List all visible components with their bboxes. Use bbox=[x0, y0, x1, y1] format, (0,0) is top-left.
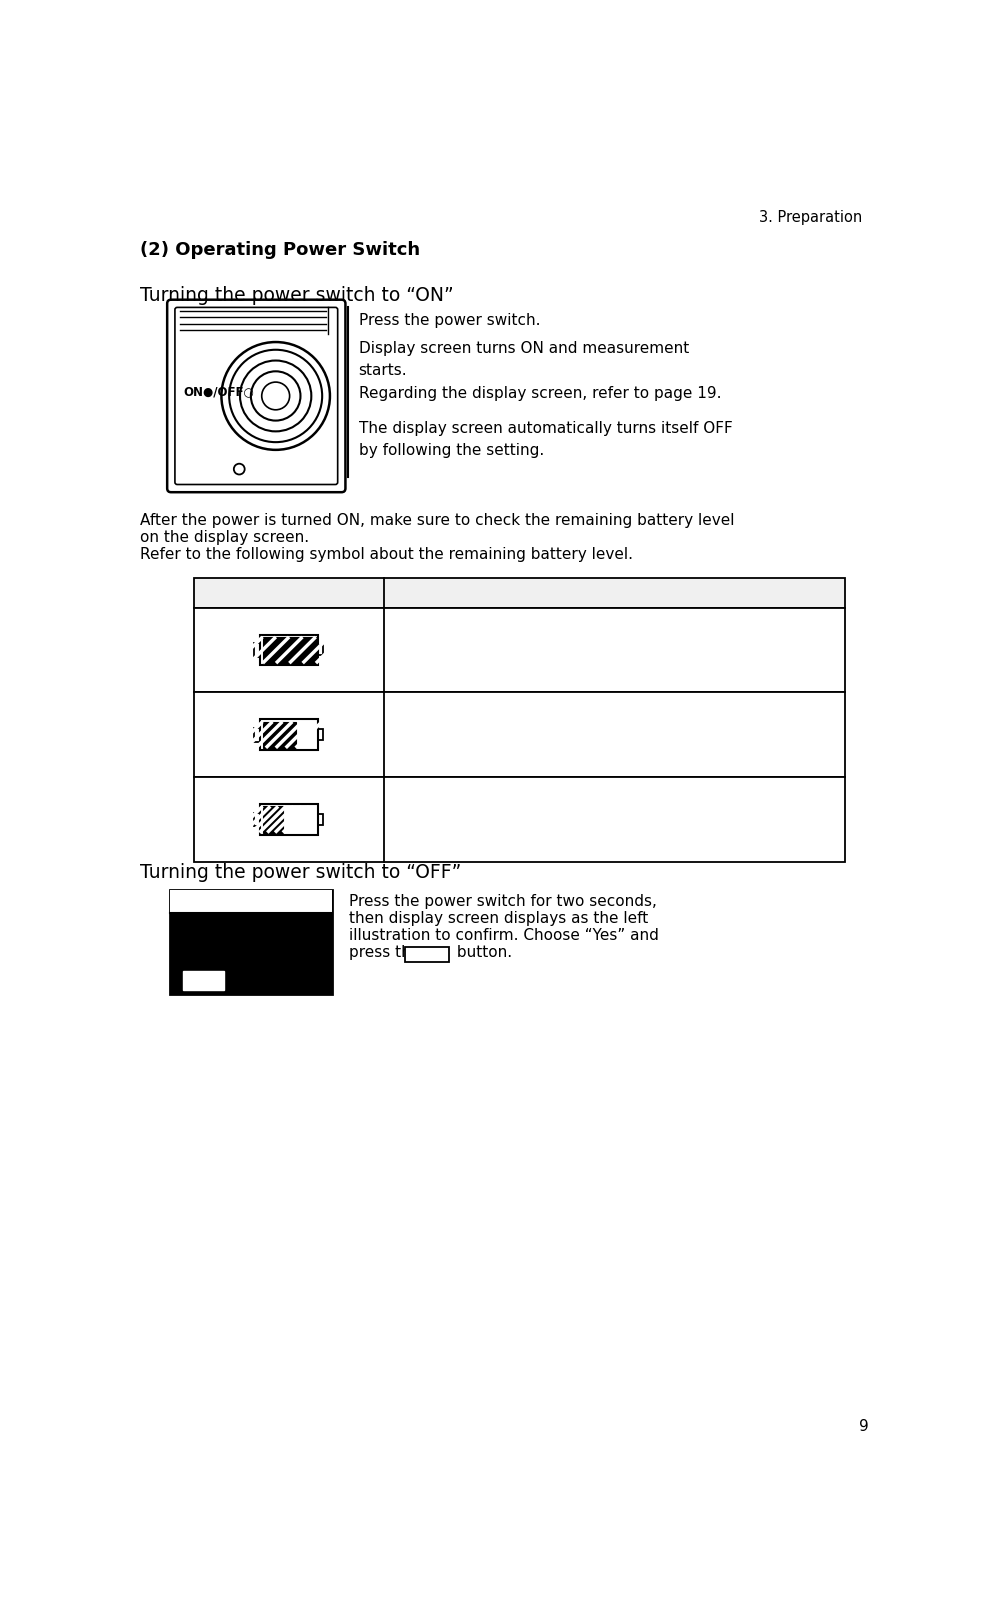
Bar bbox=[263, 722, 295, 748]
Bar bbox=[254, 643, 261, 658]
Text: Battery Symbol: Battery Symbol bbox=[229, 584, 348, 598]
Text: Refer to the following symbol about the remaining battery level.: Refer to the following symbol about the … bbox=[140, 546, 633, 563]
Text: Remaining Battery Level: Remaining Battery Level bbox=[521, 584, 708, 598]
Bar bbox=[194, 608, 845, 693]
Bar bbox=[263, 637, 316, 663]
Text: 9: 9 bbox=[859, 1419, 869, 1435]
Text: After the power is turned ON, make sure to check the remaining battery level: After the power is turned ON, make sure … bbox=[140, 513, 734, 529]
Bar bbox=[318, 814, 323, 825]
Text: illustration to confirm. Choose “Yes” and: illustration to confirm. Choose “Yes” an… bbox=[349, 929, 659, 943]
Text: Yes: Yes bbox=[191, 972, 216, 987]
Text: (2) Operating Power Switch: (2) Operating Power Switch bbox=[140, 242, 420, 260]
Bar bbox=[405, 946, 449, 962]
Bar bbox=[194, 693, 845, 777]
Bar bbox=[254, 729, 261, 742]
Text: No: No bbox=[270, 972, 286, 987]
Text: press the: press the bbox=[349, 945, 425, 961]
Text: Turning the power switch to “OFF”: Turning the power switch to “OFF” bbox=[140, 864, 461, 882]
Bar bbox=[263, 806, 282, 832]
Text: button.: button. bbox=[452, 945, 512, 961]
Bar bbox=[194, 579, 845, 608]
Text: on the display screen.: on the display screen. bbox=[140, 530, 309, 545]
Text: Press the power switch for two seconds,: Press the power switch for two seconds, bbox=[349, 895, 657, 909]
Text: Press the power switch.: Press the power switch. bbox=[358, 313, 540, 327]
Text: 3. Preparation: 3. Preparation bbox=[759, 211, 862, 226]
Bar bbox=[260, 719, 318, 750]
Text: Getting low but still available: Getting low but still available bbox=[401, 706, 625, 721]
Bar bbox=[318, 645, 323, 656]
Text: ON●/OFF○: ON●/OFF○ bbox=[183, 385, 254, 398]
Bar bbox=[260, 635, 318, 666]
Bar bbox=[260, 804, 318, 835]
Bar bbox=[183, 970, 223, 990]
Bar bbox=[194, 777, 845, 862]
Bar bbox=[169, 890, 333, 914]
Text: Display screen turns ON and measurement
starts.
Regarding the display screen, re: Display screen turns ON and measurement … bbox=[358, 342, 721, 401]
Text: Turning the power switch to “ON”: Turning the power switch to “ON” bbox=[140, 285, 454, 305]
FancyBboxPatch shape bbox=[167, 300, 345, 492]
Text: then display screen displays as the left: then display screen displays as the left bbox=[349, 911, 648, 925]
Text: The display screen automatically turns itself OFF
by following the setting.: The display screen automatically turns i… bbox=[358, 421, 732, 458]
Text: Power  OFF?: Power OFF? bbox=[205, 929, 297, 943]
Text: ENTER: ENTER bbox=[405, 946, 449, 959]
Text: Full: Full bbox=[401, 622, 427, 637]
Bar bbox=[318, 729, 323, 740]
Text: Power  OFF: Power OFF bbox=[177, 895, 261, 908]
Text: Nearly empty;
Replace the battery: Nearly empty; Replace the battery bbox=[401, 791, 553, 827]
Bar bbox=[254, 812, 261, 827]
Bar bbox=[169, 890, 333, 995]
